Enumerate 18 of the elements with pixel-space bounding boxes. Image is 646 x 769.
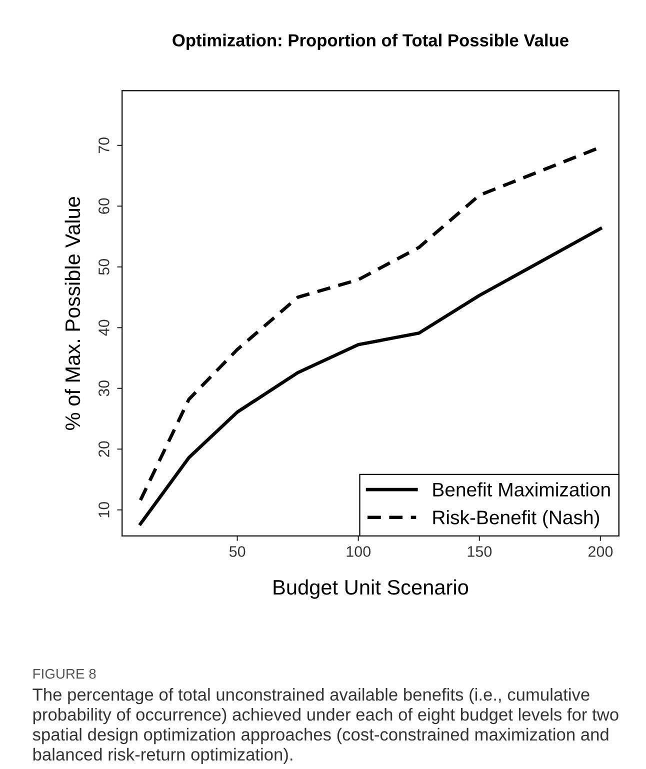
x-tick-label: 200	[588, 546, 613, 557]
y-axis-title: % of Max. Possible Value	[64, 196, 80, 430]
x-axis-title: Budget Unit Scenario	[274, 579, 468, 599]
y-tick-label: 50	[98, 259, 110, 275]
x-tick-label: 150	[468, 546, 492, 557]
legend-label: Risk-Benefit (Nash)	[433, 510, 600, 528]
y-tick-label: 10	[98, 502, 110, 518]
y-tick-label: 40	[98, 320, 110, 336]
chart-title: Optimization: Proportion of Total Possible Value	[172, 34, 568, 50]
y-tick-label: 60	[98, 198, 110, 214]
x-tick-label: 50	[229, 546, 246, 557]
legend-label: Benefit Maximization	[433, 482, 610, 497]
caption: FIGURE 8	[33, 668, 96, 679]
x-tick-label: 100	[346, 546, 371, 557]
y-tick-label: 20	[98, 441, 110, 457]
y-tick-label: 30	[98, 380, 110, 396]
text: The percentage of total unconstrained available benefits (i.e., cumulative probability of occurrence) achieved under each of eight budget levels for two spatial design optimization approaches (cost-constrained maximization and balanced risk-return optimization).	[32, 688, 618, 764]
y-tick-label: 70	[98, 138, 110, 154]
